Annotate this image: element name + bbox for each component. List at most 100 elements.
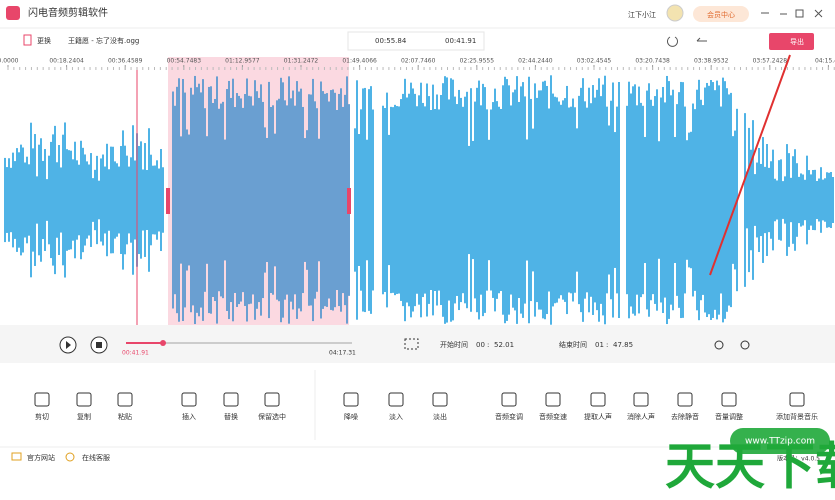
tool-label[interactable]: 粘贴 (118, 412, 132, 421)
zoom-in[interactable] (714, 340, 724, 350)
tool-icon[interactable] (117, 392, 133, 407)
vip-text[interactable]: 会员中心 (707, 10, 735, 19)
waveform-bar (50, 141, 52, 259)
service-link[interactable]: 在线客服 (82, 453, 110, 462)
tool-icon[interactable] (721, 392, 737, 407)
end-min[interactable]: 01 (595, 341, 604, 349)
waveform-bar (796, 163, 798, 237)
tool-icon[interactable] (343, 392, 359, 407)
ruler-label: 03:38.9532 (694, 58, 729, 65)
ruler-label: 00:54.7483 (167, 58, 202, 65)
ruler-label: 01:31.2472 (284, 58, 319, 65)
tool-label[interactable]: 音频变速 (539, 412, 567, 421)
waveform-bar (468, 145, 470, 255)
waveform-bar (184, 92, 186, 308)
waveform-bar (714, 90, 716, 310)
waveform-bar (128, 166, 130, 234)
waveform-bar (542, 81, 544, 319)
start-sec[interactable]: 52.01 (494, 341, 514, 349)
progress-knob[interactable] (160, 340, 166, 346)
range-icon (404, 338, 419, 350)
stop-icon[interactable] (96, 342, 102, 348)
waveform-bar (618, 82, 620, 318)
waveform-bar (648, 83, 650, 317)
file-icon (23, 34, 32, 46)
tool-icon[interactable] (501, 392, 517, 407)
waveform-bar (692, 103, 694, 297)
selection-handle[interactable] (347, 188, 351, 214)
end-sec[interactable]: 47.85 (613, 341, 633, 349)
waveform-bar (508, 85, 510, 315)
waveform-bar (276, 100, 278, 300)
waveform-bar (764, 166, 766, 234)
waveform-bar (608, 125, 610, 275)
tool-label[interactable]: 复制 (77, 412, 91, 421)
tool-label[interactable]: 提取人声 (584, 412, 612, 421)
total-time: 04:17.31 (329, 350, 356, 357)
website-link[interactable]: 官方网站 (27, 453, 55, 462)
tool-icon[interactable] (34, 392, 50, 407)
waveform-bar (570, 106, 572, 294)
tool-label[interactable]: 音频变调 (495, 412, 523, 421)
waveform-bar (94, 169, 96, 231)
tool-label[interactable]: 保留选中 (258, 412, 286, 421)
start-min[interactable]: 00 (476, 341, 485, 349)
waveform-bar (698, 79, 700, 321)
tool-label[interactable]: 消除人声 (627, 412, 655, 421)
max-btn[interactable] (795, 9, 804, 18)
waveform-bar (730, 92, 732, 308)
tool-label[interactable]: 添加背景音乐 (776, 412, 818, 421)
tool-icon[interactable] (633, 392, 649, 407)
play-icon[interactable] (66, 341, 71, 349)
tool-icon[interactable] (223, 392, 239, 407)
tool-label[interactable]: 去除静音 (671, 412, 699, 421)
waveform-bar (44, 149, 46, 251)
waveform-bar (632, 86, 634, 314)
tool-icon[interactable] (432, 392, 448, 407)
close-btn[interactable] (814, 9, 823, 18)
waveform-bar (70, 150, 72, 250)
waveform-bar (92, 178, 94, 222)
zoom-out[interactable] (740, 340, 750, 350)
tool-icon[interactable] (590, 392, 606, 407)
waveform-bar (592, 85, 594, 315)
waveform-bar (382, 105, 384, 295)
avatar[interactable] (666, 4, 684, 22)
waveform-bar (402, 93, 404, 307)
tool-icon[interactable] (545, 392, 561, 407)
waveform-bar (332, 89, 334, 311)
waveform-bar (606, 106, 608, 294)
undo-icons[interactable] (667, 36, 708, 47)
export-button[interactable] (769, 33, 814, 50)
tool-icon[interactable] (264, 392, 280, 407)
waveform-bar (244, 94, 246, 306)
ruler-label: 01:49.4066 (342, 58, 377, 65)
waveform-bar (172, 91, 174, 309)
waveform-bar (154, 165, 156, 235)
tool-icon[interactable] (181, 392, 197, 407)
waveform-bar (192, 94, 194, 306)
waveform-bar (126, 155, 128, 245)
tool-label[interactable]: 淡出 (433, 412, 447, 421)
tool-icon[interactable] (677, 392, 693, 407)
waveform-bar (36, 176, 38, 224)
selection-handle[interactable] (166, 188, 170, 214)
tool-label[interactable]: 替换 (224, 412, 238, 421)
waveform-bar (458, 89, 460, 311)
waveform-bar (630, 93, 632, 307)
replace-btn[interactable]: 更换 (37, 36, 51, 45)
tool-label[interactable]: 淡入 (389, 413, 403, 421)
waveform-bar (544, 80, 546, 320)
waveform-bar (494, 88, 496, 312)
tool-icon[interactable] (76, 392, 92, 407)
tool-label[interactable]: 降噪 (344, 412, 358, 421)
waveform-bar (418, 95, 420, 305)
waveform-bar (38, 144, 40, 256)
tool-label[interactable]: 音量调整 (715, 412, 743, 421)
export-text[interactable]: 导出 (790, 37, 804, 46)
vip-button[interactable] (693, 6, 749, 22)
tool-icon[interactable] (388, 392, 404, 407)
tool-label[interactable]: 剪切 (35, 412, 49, 421)
tool-label[interactable]: 插入 (182, 412, 196, 421)
tool-icon[interactable] (789, 392, 805, 407)
